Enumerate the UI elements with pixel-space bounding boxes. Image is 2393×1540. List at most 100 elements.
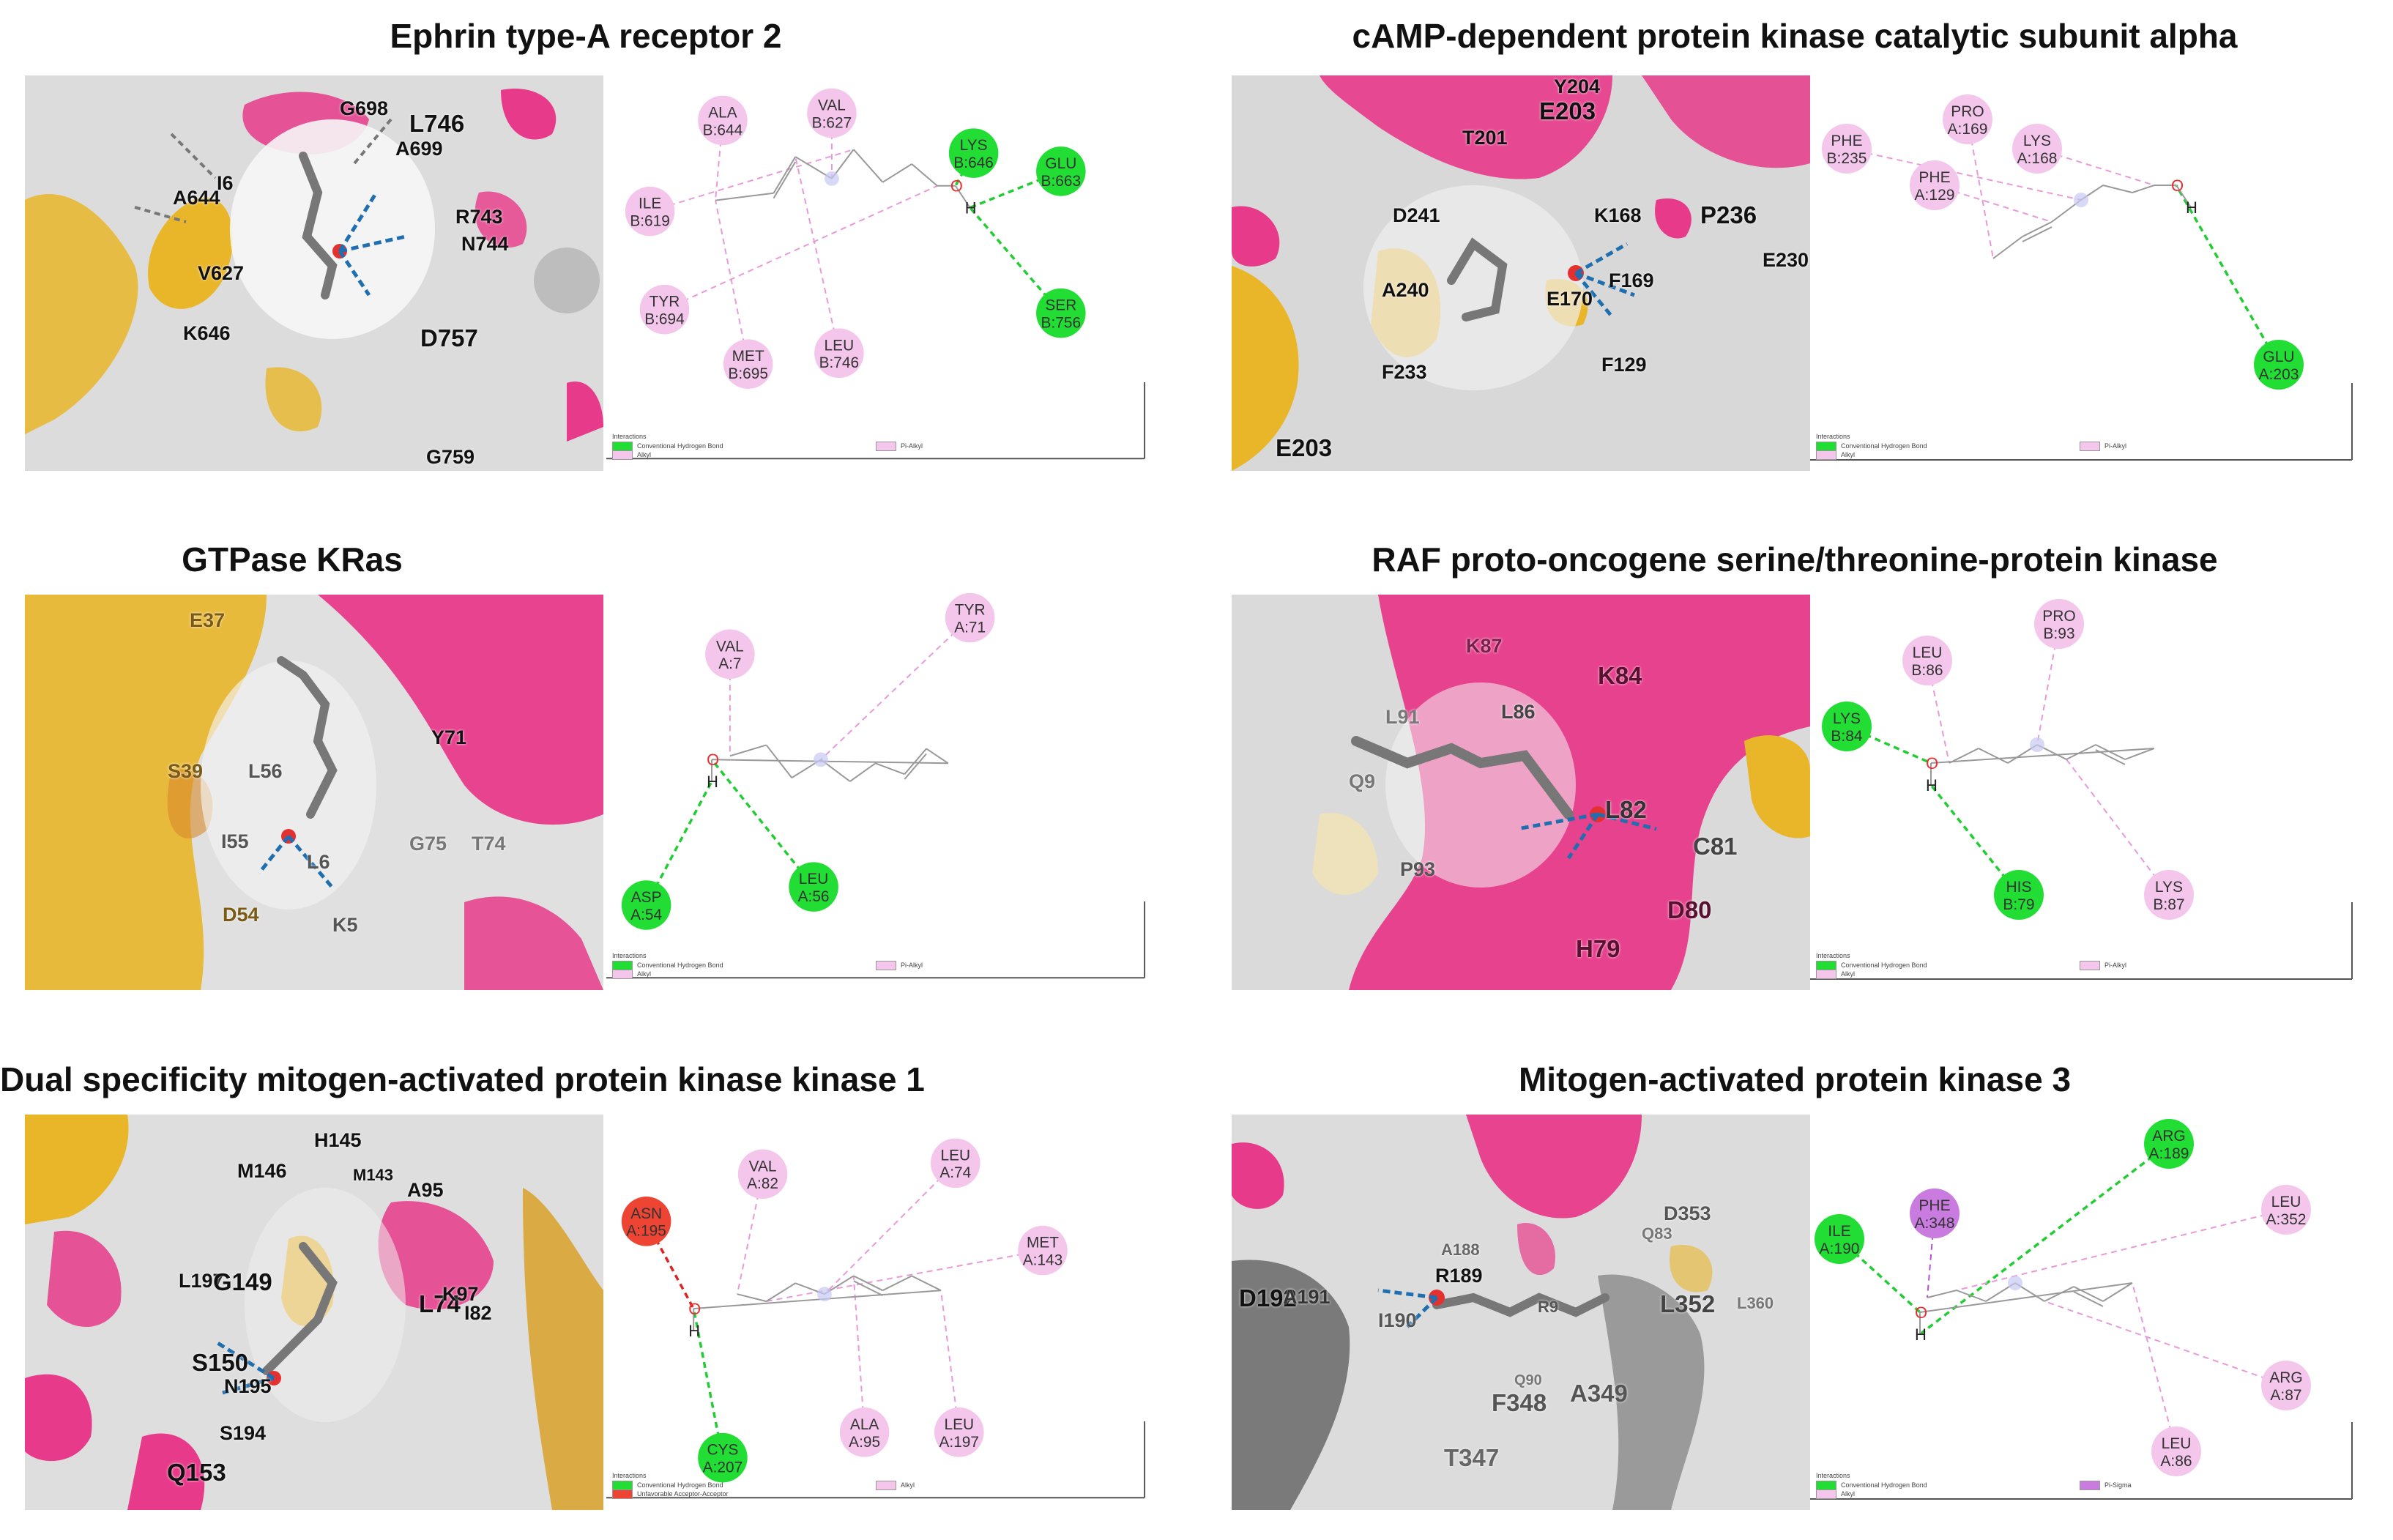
residue-name: ASN — [630, 1205, 662, 1222]
residue-label: S194 — [220, 1422, 267, 1444]
residue-chain: A:86 — [2160, 1453, 2192, 1470]
ligand-pi-center — [825, 171, 839, 186]
ligand-double-bond — [773, 161, 797, 199]
residue-chain: A:82 — [747, 1175, 778, 1192]
oxygen-atom: O — [707, 751, 719, 769]
interaction-legend: Interactions Conventional Hydrogen Bond Al… — [612, 1472, 1125, 1499]
residue-chain: A:143 — [1023, 1251, 1063, 1268]
residue-label: C81 — [1693, 833, 1738, 860]
legend-label: Conventional Hydrogen Bond — [1841, 442, 1927, 450]
ligand-bond — [737, 1293, 767, 1303]
interaction-diagram: O H VAL A:7 TYR A:71 LEU A:56 ASP A:54 Interaction… — [606, 592, 1152, 990]
residue-label: H145 — [314, 1129, 362, 1151]
residue-label: L56 — [248, 760, 283, 782]
residue-disk — [2151, 1426, 2201, 1476]
residue-label: L74 — [419, 1290, 461, 1317]
panel-gtpase-kras: GTPase KRas E37 Y71 S39 L56 I55 L6 G75 T… — [0, 513, 1172, 996]
residue-disk — [625, 186, 675, 237]
residue-disk — [1994, 870, 2044, 920]
hydrogen-atom: H — [1915, 1325, 1927, 1344]
residue-name: LEU — [944, 1416, 974, 1433]
panel-title: Dual specificity mitogen-activated prote… — [0, 1060, 925, 1098]
residue-name: TYR — [955, 602, 986, 619]
interaction-line — [852, 1276, 866, 1432]
ligand-bond — [729, 744, 767, 757]
legend-swatch — [612, 450, 633, 460]
residue-label: T347 — [1444, 1444, 1500, 1471]
residue-label: A191 — [1283, 1286, 1331, 1308]
ligand-bond — [2066, 744, 2096, 760]
surface-render — [25, 75, 603, 471]
residue-chain: A:189 — [2149, 1145, 2189, 1162]
residue-label: Q153 — [167, 1459, 226, 1486]
interaction-line — [2044, 1301, 2287, 1386]
legend-swatch — [2080, 442, 2100, 451]
ligand-bond — [1956, 1290, 1987, 1302]
residue-name: ILE — [639, 196, 661, 212]
ligand-bond — [2132, 185, 2155, 193]
residue-chain: A:87 — [2270, 1387, 2301, 1404]
legend-swatch — [876, 1481, 896, 1490]
residue-chain: A:190 — [1820, 1240, 1860, 1257]
protein-surface-view: D353 Q83 A188 R189 D192 A191 I190 R9 L35… — [1232, 1115, 1810, 1510]
residue-label: K97 — [442, 1283, 479, 1305]
surface-render — [25, 595, 603, 990]
residue-label: G698 — [340, 97, 389, 119]
residue-label: A699 — [395, 138, 443, 160]
residue-name: LYS — [960, 137, 988, 154]
residue-disk — [639, 284, 690, 335]
interaction-diagram: O H VAL A:82 LEU A:74 ASN A:195 MET A:143 ALA A:95 L… — [606, 1115, 1152, 1510]
residue-label: Q83 — [1642, 1224, 1672, 1243]
residue-name: SER — [1045, 297, 1076, 314]
legend-swatch — [1816, 450, 1836, 460]
interaction-legend: Interactions Conventional Hydrogen Bond Pi… — [612, 952, 1125, 979]
ligand-double-bond — [904, 753, 927, 780]
residue-chain: A:54 — [630, 907, 662, 923]
residue-label: A188 — [1441, 1240, 1480, 1259]
interaction-line — [692, 1308, 724, 1458]
residue-label: L746 — [409, 110, 465, 137]
residue-label: I55 — [221, 830, 249, 852]
oxygen-atom: O — [1915, 1303, 1927, 1322]
residue-label: A240 — [1382, 279, 1429, 301]
residue-label: S150 — [192, 1349, 249, 1376]
interaction-svg: OHPHEA:348ARGA:189ILEA:190LEUA:352ARGA:8… — [1810, 1119, 2353, 1500]
protein-surface-view: E37 Y71 S39 L56 I55 L6 G75 T74 D54 K5 — [25, 595, 603, 990]
ligand-pi-center — [2030, 737, 2044, 752]
residue-name: PRO — [1951, 103, 1984, 120]
ligand-bond — [2102, 1282, 2133, 1302]
legend-label: Alkyl — [1841, 450, 1856, 458]
ligand-pi-center — [2008, 1276, 2022, 1290]
residue-name: VAL — [716, 638, 744, 655]
residue-name: PHE — [1919, 1197, 1950, 1214]
residue-label: D54 — [223, 904, 259, 926]
legend-title: Interactions — [1816, 433, 1850, 440]
legend-label: Conventional Hydrogen Bond — [1841, 1481, 1927, 1489]
interaction-line — [710, 759, 815, 888]
residue-chain: A:207 — [703, 1459, 743, 1476]
residue-name: LEU — [1913, 644, 1943, 661]
residue-name: PHE — [1919, 169, 1950, 186]
legend-label: Pi-Alkyl — [2104, 961, 2127, 969]
residue-label: L91 — [1385, 706, 1420, 728]
interaction-svg: OHPROA:169PHEB:235LYSA:168PHEA:129GLUA:2… — [1810, 94, 2353, 461]
residue-label: L82 — [1605, 796, 1647, 823]
residue-chain: A:95 — [849, 1434, 880, 1451]
residue-disk — [1036, 146, 1086, 196]
ligand-bond — [766, 1282, 796, 1302]
surface-render — [1232, 1115, 1810, 1510]
residue-disk — [737, 1149, 788, 1199]
residue-name: LEU — [2271, 1194, 2301, 1210]
residue-label: L197 — [179, 1270, 224, 1292]
residue-chain: B:93 — [2043, 625, 2074, 642]
residue-chain: A:7 — [718, 655, 741, 672]
